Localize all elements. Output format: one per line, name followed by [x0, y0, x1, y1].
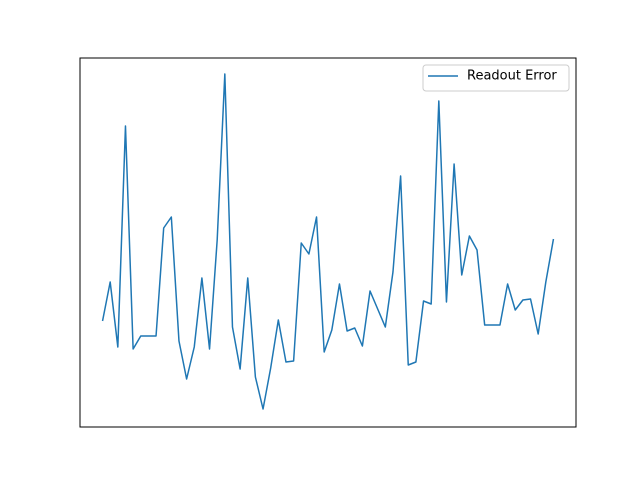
legend-box — [422, 64, 570, 92]
plot-frame — [79, 57, 577, 428]
data-line — [101, 73, 555, 410]
legend-label: Readout Error — [467, 69, 557, 84]
